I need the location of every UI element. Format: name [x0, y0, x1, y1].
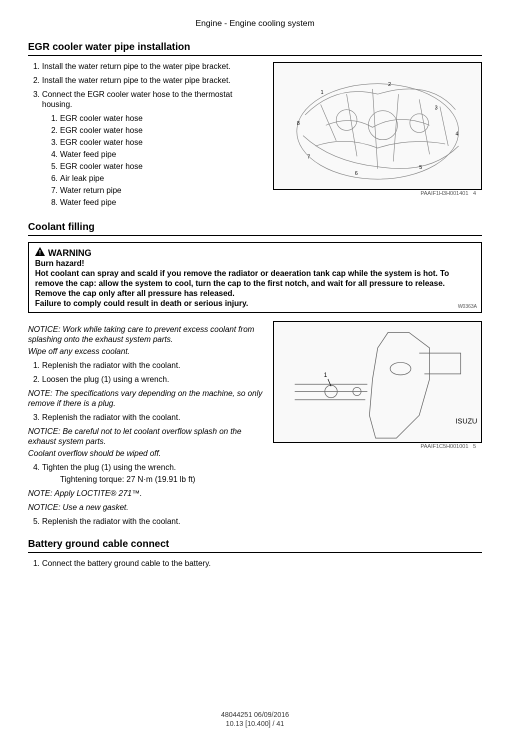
svg-text:4: 4: [455, 132, 458, 138]
s3-steps: Connect the battery ground cable to the …: [28, 559, 482, 569]
warning-label: WARNING: [48, 248, 92, 259]
s2-step2: Loosen the plug (1) using a wrench.: [42, 375, 263, 385]
engine-illustration: 1 2 3 4 5 6 7 8: [274, 63, 481, 190]
s2-step4: Tighten the plug (1) using the wrench. T…: [42, 463, 263, 485]
note1: NOTE: The specifications vary depending …: [28, 389, 263, 409]
section2-title: Coolant filling: [28, 222, 482, 233]
warning-icon: !: [35, 247, 45, 259]
page-header: Engine - Engine cooling system: [28, 18, 482, 28]
section3-title: Battery ground cable connect: [28, 539, 482, 550]
s2-steps-b: Replenish the radiator with the coolant.: [28, 413, 263, 423]
s1-sub4: Water feed pipe: [60, 150, 263, 160]
warning-bold: Burn hazard!: [35, 259, 475, 269]
s1-sub3: EGR cooler water hose: [60, 138, 263, 148]
svg-text:ISUZU: ISUZU: [455, 417, 477, 426]
engine-figure: 1 2 3 4 5 6 7 8: [273, 62, 482, 190]
plug-illustration: ISUZU 1: [274, 322, 481, 443]
note2: NOTE: Apply LOCTITE® 271™.: [28, 489, 263, 499]
svg-text:8: 8: [296, 121, 299, 127]
fig1-caption: PAAIF1H3H001401 4: [273, 191, 482, 197]
s2-steps-d: Replenish the radiator with the coolant.: [28, 517, 263, 527]
notice2a: NOTICE: Be careful not to let coolant ov…: [28, 427, 263, 447]
fig1-num: 4: [473, 191, 476, 197]
warning-text: Hot coolant can spray and scald if you r…: [35, 269, 475, 299]
svg-text:1: 1: [323, 372, 327, 379]
section2-underline: [28, 235, 482, 236]
section1-underline: [28, 55, 482, 56]
s1-sub6: Air leak pipe: [60, 174, 263, 184]
s1-step1: Install the water return pipe to the wat…: [42, 62, 263, 72]
svg-text:6: 6: [354, 171, 357, 177]
warning-code: W0363A: [458, 304, 477, 310]
section1-steps: Install the water return pipe to the wat…: [28, 62, 263, 208]
plug-figure: ISUZU 1: [273, 321, 482, 443]
s2-step3: Replenish the radiator with the coolant.: [42, 413, 263, 423]
s2-steps-c: Tighten the plug (1) using the wrench. T…: [28, 463, 263, 485]
svg-text:!: !: [39, 250, 41, 256]
s1-sub1: EGR cooler water hose: [60, 114, 263, 124]
page-footer: 48044251 06/09/2016 10.13 [10.400] / 41: [0, 712, 510, 729]
s2-step1: Replenish the radiator with the coolant.: [42, 361, 263, 371]
s1-sublist: EGR cooler water hose EGR cooler water h…: [42, 114, 263, 208]
fig1-code: PAAIF1H3H001401: [421, 191, 469, 197]
fig2-num: 5: [473, 444, 476, 450]
s1-step3-text: Connect the EGR cooler water hose to the…: [42, 90, 232, 109]
warning-header: ! WARNING: [35, 247, 92, 259]
section3-underline: [28, 552, 482, 553]
s1-sub8: Water feed pipe: [60, 198, 263, 208]
notice1a: NOTICE: Work while taking care to preven…: [28, 325, 263, 345]
svg-text:1: 1: [320, 90, 323, 96]
notice3: NOTICE: Use a new gasket.: [28, 503, 263, 513]
s1-step3: Connect the EGR cooler water hose to the…: [42, 90, 263, 208]
svg-text:3: 3: [434, 106, 437, 112]
warning-fail: Failure to comply could result in death …: [35, 299, 475, 309]
torque-spec: Tightening torque: 27 N·m (19.91 lb ft): [60, 475, 263, 485]
s2-steps: Replenish the radiator with the coolant.…: [28, 361, 263, 385]
s2-step5: Replenish the radiator with the coolant.: [42, 517, 263, 527]
s1-sub2: EGR cooler water hose: [60, 126, 263, 136]
s1-sub7: Water return pipe: [60, 186, 263, 196]
svg-text:5: 5: [419, 165, 422, 171]
notice1b: Wipe off any excess coolant.: [28, 347, 263, 357]
section1-title: EGR cooler water pipe installation: [28, 42, 482, 53]
footer-line2: 10.13 [10.400] / 41: [0, 721, 510, 729]
svg-text:7: 7: [307, 154, 310, 160]
s2-step4-text: Tighten the plug (1) using the wrench.: [42, 463, 176, 472]
warning-box: ! WARNING Burn hazard! Hot coolant can s…: [28, 242, 482, 313]
s3-step1: Connect the battery ground cable to the …: [42, 559, 482, 569]
footer-line1: 48044251 06/09/2016: [0, 712, 510, 720]
section2-content: NOTICE: Work while taking care to preven…: [28, 321, 482, 531]
s1-sub5: EGR cooler water hose: [60, 162, 263, 172]
section1-content: Install the water return pipe to the wat…: [28, 62, 482, 212]
s1-step2: Install the water return pipe to the wat…: [42, 76, 263, 86]
fig2-caption: PAAIF1C5H001001 5: [273, 444, 482, 450]
svg-text:2: 2: [388, 82, 391, 88]
notice2b: Coolant overflow should be wiped off.: [28, 449, 263, 459]
fig2-code: PAAIF1C5H001001: [421, 444, 469, 450]
